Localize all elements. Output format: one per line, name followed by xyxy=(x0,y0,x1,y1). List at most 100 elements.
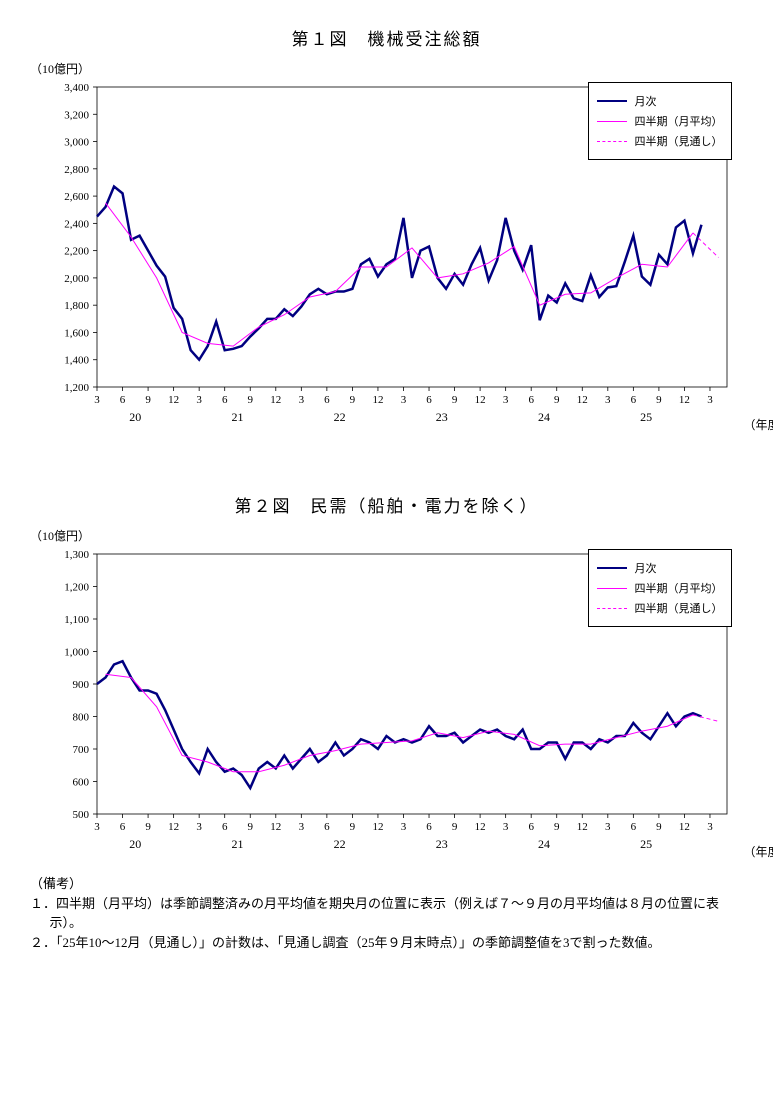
svg-text:800: 800 xyxy=(72,712,89,724)
svg-text:3: 3 xyxy=(707,394,713,406)
chart1-xunit: （年度） xyxy=(743,416,773,433)
svg-text:22: 22 xyxy=(333,410,345,424)
legend-item: 四半期（月平均） xyxy=(597,113,723,129)
svg-text:24: 24 xyxy=(537,410,549,424)
svg-text:6: 6 xyxy=(630,821,636,833)
chart2-unit: （10億円） xyxy=(30,527,773,544)
notes-header: （備考） xyxy=(30,874,743,894)
svg-text:6: 6 xyxy=(119,821,125,833)
svg-text:12: 12 xyxy=(168,821,179,833)
svg-text:3: 3 xyxy=(196,394,202,406)
svg-text:9: 9 xyxy=(349,821,355,833)
svg-text:9: 9 xyxy=(247,821,253,833)
svg-text:24: 24 xyxy=(537,837,549,851)
svg-text:6: 6 xyxy=(426,394,432,406)
svg-text:23: 23 xyxy=(435,410,447,424)
svg-text:9: 9 xyxy=(145,394,151,406)
svg-text:12: 12 xyxy=(474,394,485,406)
svg-text:9: 9 xyxy=(349,394,355,406)
svg-text:12: 12 xyxy=(270,821,281,833)
svg-text:1,800: 1,800 xyxy=(64,300,89,312)
svg-text:2,600: 2,600 xyxy=(64,191,89,203)
svg-text:12: 12 xyxy=(270,394,281,406)
svg-text:1,000: 1,000 xyxy=(64,647,89,659)
svg-text:2,000: 2,000 xyxy=(64,273,89,285)
chart2-xunit: （年度） xyxy=(743,843,773,860)
svg-text:9: 9 xyxy=(656,821,662,833)
svg-text:6: 6 xyxy=(119,394,125,406)
notes: （備考） １．四半期（月平均）は季節調整済みの月平均値を期央月の位置に表示（例え… xyxy=(30,874,743,952)
svg-text:700: 700 xyxy=(72,744,89,756)
chart2-legend: 月次四半期（月平均） 四半期（見通し） xyxy=(588,549,732,627)
svg-text:9: 9 xyxy=(247,394,253,406)
svg-text:3,000: 3,000 xyxy=(64,137,89,149)
svg-text:6: 6 xyxy=(324,821,330,833)
svg-text:3: 3 xyxy=(502,821,508,833)
chart1-title: 第１図 機械受注総額 xyxy=(0,25,773,50)
svg-text:6: 6 xyxy=(221,394,227,406)
svg-text:9: 9 xyxy=(451,821,457,833)
legend-item: 月次 xyxy=(597,560,723,576)
svg-text:3: 3 xyxy=(400,821,406,833)
svg-text:6: 6 xyxy=(324,394,330,406)
svg-text:12: 12 xyxy=(474,821,485,833)
svg-text:3: 3 xyxy=(502,394,508,406)
chart1-unit: （10億円） xyxy=(30,60,773,77)
svg-text:20: 20 xyxy=(129,410,141,424)
svg-text:3: 3 xyxy=(94,394,100,406)
svg-text:21: 21 xyxy=(231,410,243,424)
svg-text:3: 3 xyxy=(94,821,100,833)
svg-text:6: 6 xyxy=(426,821,432,833)
svg-text:20: 20 xyxy=(129,837,141,851)
svg-text:3: 3 xyxy=(298,394,304,406)
svg-text:9: 9 xyxy=(553,394,559,406)
svg-text:1,300: 1,300 xyxy=(64,549,89,561)
svg-text:25: 25 xyxy=(640,410,652,424)
svg-text:2,400: 2,400 xyxy=(64,218,89,230)
legend-item: 四半期（見通し） xyxy=(597,133,723,149)
chart2-box: 500 600 700 800 900 1,000 1,100 1,200 1,300 3 6 9 12… xyxy=(37,544,737,864)
svg-text:500: 500 xyxy=(72,809,89,821)
svg-text:9: 9 xyxy=(553,821,559,833)
svg-text:12: 12 xyxy=(372,821,383,833)
chart1-legend: 月次四半期（月平均） 四半期（見通し） xyxy=(588,82,732,160)
svg-text:6: 6 xyxy=(630,394,636,406)
svg-text:23: 23 xyxy=(435,837,447,851)
svg-text:12: 12 xyxy=(372,394,383,406)
svg-text:1,100: 1,100 xyxy=(64,614,89,626)
svg-text:1,200: 1,200 xyxy=(64,382,89,394)
legend-item: 月次 xyxy=(597,93,723,109)
svg-text:2,800: 2,800 xyxy=(64,164,89,176)
svg-text:2,200: 2,200 xyxy=(64,246,89,258)
svg-text:6: 6 xyxy=(528,394,534,406)
svg-text:3: 3 xyxy=(196,821,202,833)
svg-text:12: 12 xyxy=(678,394,689,406)
svg-text:3,200: 3,200 xyxy=(64,109,89,121)
svg-text:6: 6 xyxy=(221,821,227,833)
svg-text:900: 900 xyxy=(72,679,89,691)
svg-text:1,400: 1,400 xyxy=(64,355,89,367)
chart2-title: 第２図 民需（船舶・電力を除く） xyxy=(0,492,773,517)
svg-text:22: 22 xyxy=(333,837,345,851)
svg-text:3: 3 xyxy=(400,394,406,406)
note-line-2: ２．「25年10～12月（見通し）」の計数は、「見通し調査（25年９月末時点）」… xyxy=(30,933,743,953)
svg-text:1,200: 1,200 xyxy=(64,582,89,594)
legend-item: 四半期（見通し） xyxy=(597,600,723,616)
svg-text:21: 21 xyxy=(231,837,243,851)
note-line-1: １．四半期（月平均）は季節調整済みの月平均値を期央月の位置に表示（例えば７～９月… xyxy=(30,894,743,933)
svg-text:3: 3 xyxy=(707,821,713,833)
svg-text:3: 3 xyxy=(605,394,611,406)
svg-text:3: 3 xyxy=(605,821,611,833)
legend-item: 四半期（月平均） xyxy=(597,580,723,596)
svg-text:12: 12 xyxy=(576,821,587,833)
svg-text:9: 9 xyxy=(451,394,457,406)
svg-text:3: 3 xyxy=(298,821,304,833)
svg-text:12: 12 xyxy=(576,394,587,406)
svg-text:3,400: 3,400 xyxy=(64,82,89,94)
svg-text:12: 12 xyxy=(678,821,689,833)
svg-text:600: 600 xyxy=(72,777,89,789)
svg-text:1,600: 1,600 xyxy=(64,327,89,339)
svg-text:25: 25 xyxy=(640,837,652,851)
chart1-box: 1,200 1,400 1,600 1,800 2,000 2,200 2,400 2,600… xyxy=(37,77,737,437)
svg-text:6: 6 xyxy=(528,821,534,833)
